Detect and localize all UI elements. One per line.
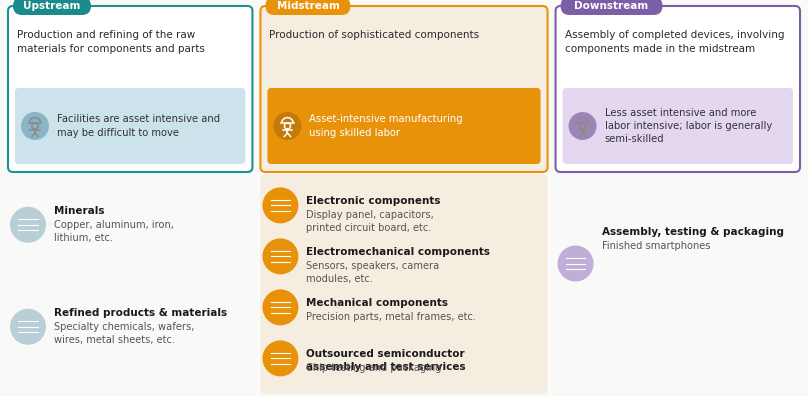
- Text: Outsourced semiconductor
assembly and test services: Outsourced semiconductor assembly and te…: [306, 349, 466, 371]
- Circle shape: [21, 112, 49, 140]
- Text: Less asset intensive and more
labor intensive; labor is generally
semi-skilled: Less asset intensive and more labor inte…: [604, 108, 772, 144]
- Circle shape: [263, 238, 298, 274]
- Text: Production and refining of the raw
materials for components and parts: Production and refining of the raw mater…: [17, 30, 205, 53]
- Circle shape: [263, 341, 298, 376]
- FancyBboxPatch shape: [8, 6, 252, 172]
- Circle shape: [263, 289, 298, 326]
- Text: Sensors, speakers, camera
modules, etc.: Sensors, speakers, camera modules, etc.: [306, 261, 440, 284]
- Text: Precision parts, metal frames, etc.: Precision parts, metal frames, etc.: [306, 312, 477, 322]
- Text: Refined products & materials: Refined products & materials: [54, 308, 227, 318]
- Text: Asset-intensive manufacturing
using skilled labor: Asset-intensive manufacturing using skil…: [309, 114, 463, 137]
- Circle shape: [558, 246, 594, 282]
- Circle shape: [10, 309, 46, 345]
- Text: Assembly of completed devices, involving
components made in the midstream: Assembly of completed devices, involving…: [565, 30, 784, 53]
- Text: Finished smartphones: Finished smartphones: [602, 241, 710, 251]
- Text: Chip testing and packaging: Chip testing and packaging: [306, 363, 442, 373]
- FancyBboxPatch shape: [260, 6, 548, 172]
- Text: Display panel, capacitors,
printed circuit board, etc.: Display panel, capacitors, printed circu…: [306, 210, 434, 233]
- Text: Midstream: Midstream: [276, 1, 339, 11]
- Text: Production of sophisticated components: Production of sophisticated components: [269, 30, 480, 40]
- FancyBboxPatch shape: [267, 88, 541, 164]
- Circle shape: [10, 207, 46, 243]
- Text: Assembly, testing & packaging: Assembly, testing & packaging: [602, 227, 784, 237]
- Text: Specialty chemicals, wafers,
wires, metal sheets, etc.: Specialty chemicals, wafers, wires, meta…: [54, 322, 195, 345]
- Text: Mechanical components: Mechanical components: [306, 298, 448, 308]
- FancyBboxPatch shape: [266, 0, 351, 15]
- FancyBboxPatch shape: [561, 0, 663, 15]
- Circle shape: [569, 112, 596, 140]
- FancyBboxPatch shape: [13, 0, 91, 15]
- FancyBboxPatch shape: [556, 6, 800, 172]
- Circle shape: [263, 187, 298, 223]
- Text: Upstream: Upstream: [23, 1, 81, 11]
- Text: Downstream: Downstream: [574, 1, 649, 11]
- Text: Copper, aluminum, iron,
lithium, etc.: Copper, aluminum, iron, lithium, etc.: [54, 221, 174, 243]
- Text: Minerals: Minerals: [54, 206, 104, 216]
- Text: Electromechanical components: Electromechanical components: [306, 247, 490, 257]
- Circle shape: [273, 112, 301, 140]
- FancyBboxPatch shape: [562, 88, 793, 164]
- Text: Electronic components: Electronic components: [306, 196, 441, 206]
- FancyBboxPatch shape: [15, 88, 246, 164]
- FancyBboxPatch shape: [260, 174, 548, 394]
- Text: Facilities are asset intensive and
may be difficult to move: Facilities are asset intensive and may b…: [57, 114, 220, 137]
